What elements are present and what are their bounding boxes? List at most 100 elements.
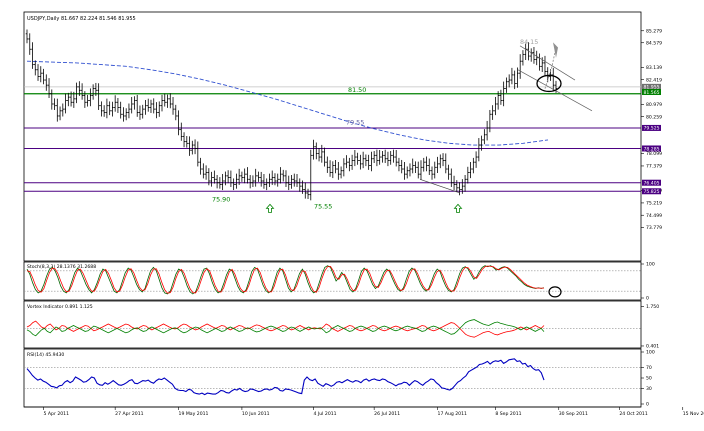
- price-bar-60: [191, 140, 194, 155]
- price-bar-61: [193, 139, 197, 155]
- rsi-lines: [24, 358, 641, 396]
- channel-upper-line: [519, 45, 576, 81]
- price-bar-29: [105, 98, 109, 119]
- price-bar-171: [496, 91, 500, 110]
- ma-line: [26, 60, 549, 146]
- x-tick-label-7: 8 Sep 2011: [495, 411, 521, 417]
- price-bar-94: [284, 170, 288, 187]
- stoch-tick-label-1: 0: [646, 296, 649, 302]
- price-bar-164: [477, 138, 481, 162]
- price-bar-18: [75, 82, 78, 104]
- price-bar-167: [485, 120, 489, 141]
- stoch-y-axis: 100 0: [641, 262, 655, 302]
- price-bar-43: [144, 100, 147, 115]
- price-tag-text: 75.825: [644, 189, 660, 195]
- price-bar-153: [447, 164, 450, 180]
- price-bar-33: [116, 97, 120, 114]
- rsi-tick-label-2: 50: [646, 376, 652, 382]
- price-bar-54: [174, 104, 178, 121]
- price-bar-36: [124, 108, 128, 121]
- price-bar-40: [135, 94, 139, 117]
- price-bar-35: [122, 107, 125, 122]
- price-bar-58: [185, 135, 189, 148]
- price-bar-89: [270, 170, 274, 185]
- x-tick-label-10: 15 Nov 2011: [683, 411, 704, 417]
- price-bar-98: [295, 173, 299, 187]
- price-bar-122: [361, 151, 365, 169]
- price-bar-30: [108, 101, 111, 116]
- price-bar-8: [47, 78, 51, 98]
- price-bar-185: [535, 50, 539, 66]
- price-bar-70: [218, 177, 222, 189]
- price-candles: [25, 29, 558, 201]
- price-bar-76: [235, 173, 238, 189]
- price-bar-138: [405, 166, 409, 179]
- price-bar-96: [290, 175, 293, 189]
- price-bar-44: [146, 98, 150, 112]
- vortex-y-axis: 1.750 0.401: [641, 304, 659, 350]
- price-bar-24: [91, 84, 95, 100]
- price-tag-box: [642, 83, 661, 90]
- price-bar-66: [207, 168, 211, 186]
- price-bar-139: [408, 163, 412, 177]
- rsi-y-axis: 100 70 50 30 0: [641, 350, 655, 408]
- price-bar-47: [155, 102, 158, 119]
- price-bar-48: [157, 101, 161, 117]
- price-tag-text: 79.525: [644, 126, 660, 132]
- price-bar-78: [240, 171, 244, 182]
- vortex-tick-label-1: 0.401: [646, 344, 659, 350]
- price-bar-143: [419, 160, 423, 180]
- price-bar-97: [292, 173, 296, 187]
- price-bar-172: [499, 89, 503, 105]
- stoch-lines: [24, 265, 641, 298]
- price-bar-102: [306, 188, 310, 199]
- rsi-title: RSI(14) 45.9430: [27, 352, 64, 358]
- price-bar-147: [430, 166, 434, 180]
- price-bar-141: [414, 161, 417, 173]
- y-tick-label-9: 75.219: [646, 201, 662, 207]
- price-bar-56: [179, 122, 183, 141]
- price-bar-175: [507, 74, 511, 88]
- price-bar-120: [356, 152, 359, 165]
- price-bar-117: [348, 157, 351, 172]
- price-tag-box: [642, 188, 661, 195]
- price-bar-169: [491, 105, 494, 120]
- x-tick-label-1: 27 Apr 2011: [115, 411, 143, 417]
- price-bar-142: [416, 161, 420, 179]
- price-bar-108: [323, 147, 326, 167]
- x-tick-label-8: 30 Sep 2011: [559, 411, 588, 417]
- stoch-panel: Stoch(8,3,3) 28.1376 31.2688 100 0: [23, 261, 655, 302]
- price-tag-5: 75.825: [642, 188, 661, 195]
- price-bar-162: [472, 157, 475, 174]
- up-arrow-0: [265, 203, 275, 213]
- y-tick-label-7: 77.379: [646, 164, 662, 170]
- price-bar-0: [25, 29, 29, 44]
- price-bar-150: [438, 154, 442, 169]
- price-bar-15: [67, 92, 70, 107]
- price-bar-6: [42, 68, 45, 85]
- price-bar-39: [133, 96, 136, 110]
- price-bar-191: [551, 67, 555, 91]
- price-bar-178: [516, 67, 519, 88]
- price-bar-156: [455, 180, 459, 193]
- stoch-highlight-ellipse: [548, 286, 562, 298]
- price-bar-160: [466, 166, 470, 184]
- price-tag-text: 81.955: [644, 85, 660, 91]
- price-bar-174: [505, 77, 508, 93]
- price-tag-3: 78.285: [642, 145, 661, 152]
- x-tick-label-6: 17 Aug 2011: [438, 411, 468, 417]
- price-bar-74: [229, 170, 233, 187]
- price-bar-148: [433, 161, 437, 179]
- price-bar-177: [513, 70, 516, 90]
- price-bar-55: [177, 110, 180, 136]
- y-tick-label-11: 73.779: [646, 225, 662, 231]
- price-bar-46: [152, 98, 156, 114]
- price-bar-45: [149, 99, 153, 114]
- price-bar-86: [262, 173, 266, 189]
- price-bar-165: [480, 135, 483, 151]
- x-tick-label-2: 19 May 2011: [179, 411, 209, 417]
- vortex-panel: Vortex Indicator 0.891 1.125 1.750 0.401: [23, 300, 659, 350]
- vortex-lines: [24, 319, 641, 338]
- price-bar-20: [80, 83, 84, 100]
- price-bar-69: [215, 175, 219, 189]
